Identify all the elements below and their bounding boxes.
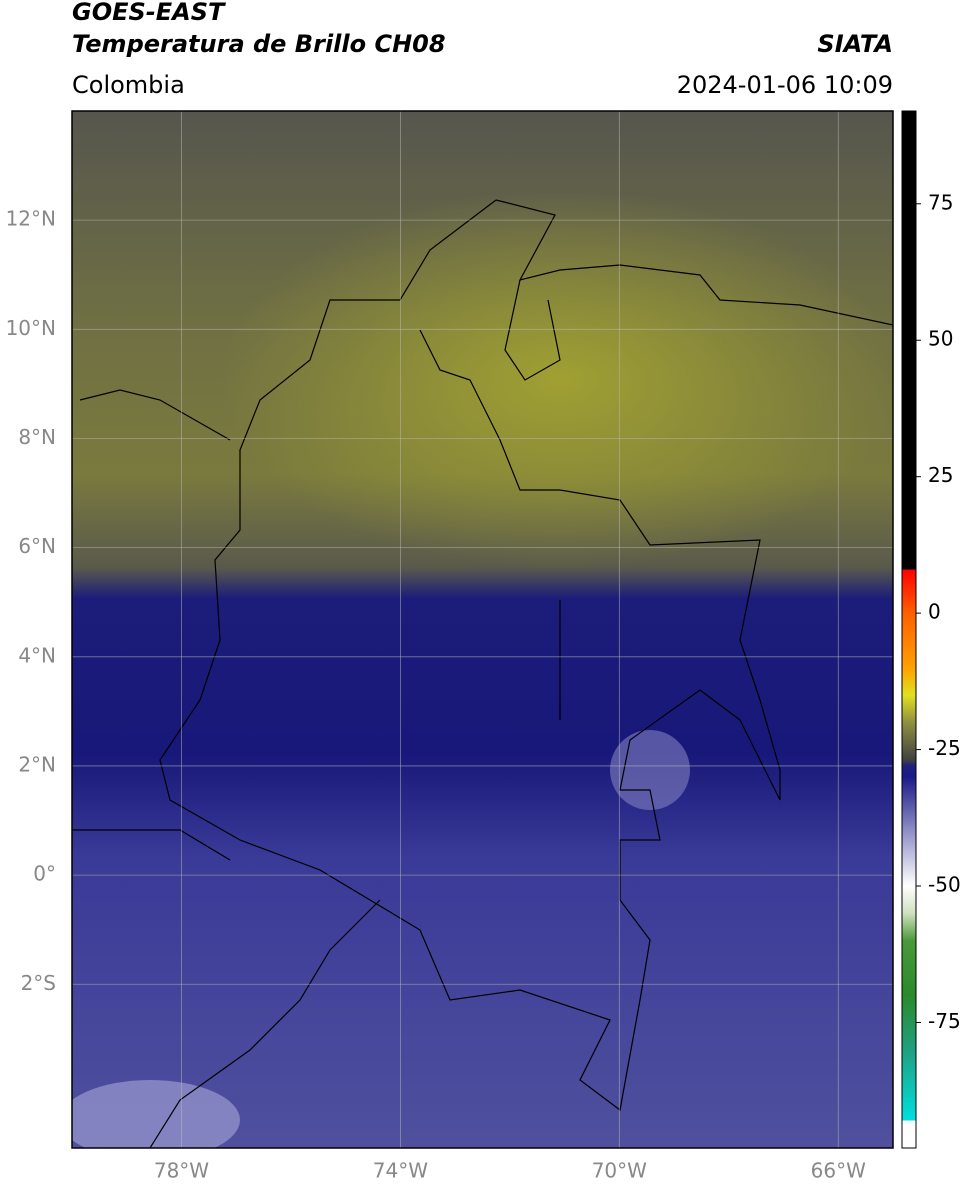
y-tick-label: 12°N [6,207,56,231]
subtitle: Temperatura de Brillo CH08 [72,30,446,58]
x-tick-label: 66°W [811,1159,866,1183]
cold-cloud [610,730,690,810]
x-tick-label: 70°W [592,1159,647,1183]
y-tick-label: 2°S [21,971,56,995]
warm-area [220,190,893,570]
colorbar-tick-label: -50 [928,873,961,897]
y-tick-label: 2°N [18,752,56,776]
colorbar-tick-label: -75 [928,1009,961,1033]
x-tick-label: 74°W [373,1159,428,1183]
title: GOES-EAST [72,0,226,26]
x-tick-label: 78°W [154,1159,209,1183]
map-frame [71,110,894,1149]
y-tick-label: 6°N [18,534,56,558]
colorbar [901,110,917,1149]
colorbar-tick-label: 25 [928,463,953,487]
colorbar-tick-label: -25 [928,736,961,760]
colorbar-tick-label: 50 [928,327,953,351]
y-tick-label: 10°N [6,316,56,340]
cold-cloud [72,1080,240,1148]
region: Colombia [72,71,185,99]
y-tick-label: 0° [33,862,56,886]
satellite-image [72,111,893,1148]
y-tick-label: 8°N [18,425,56,449]
y-tick-label: 4°N [18,643,56,667]
source: SIATA [817,30,893,58]
borders [72,199,893,1148]
colorbar-tick-label: 75 [928,190,953,214]
colorbar-tick-label: 0 [928,600,941,624]
timestamp: 2024-01-06 10:09 [677,71,893,99]
